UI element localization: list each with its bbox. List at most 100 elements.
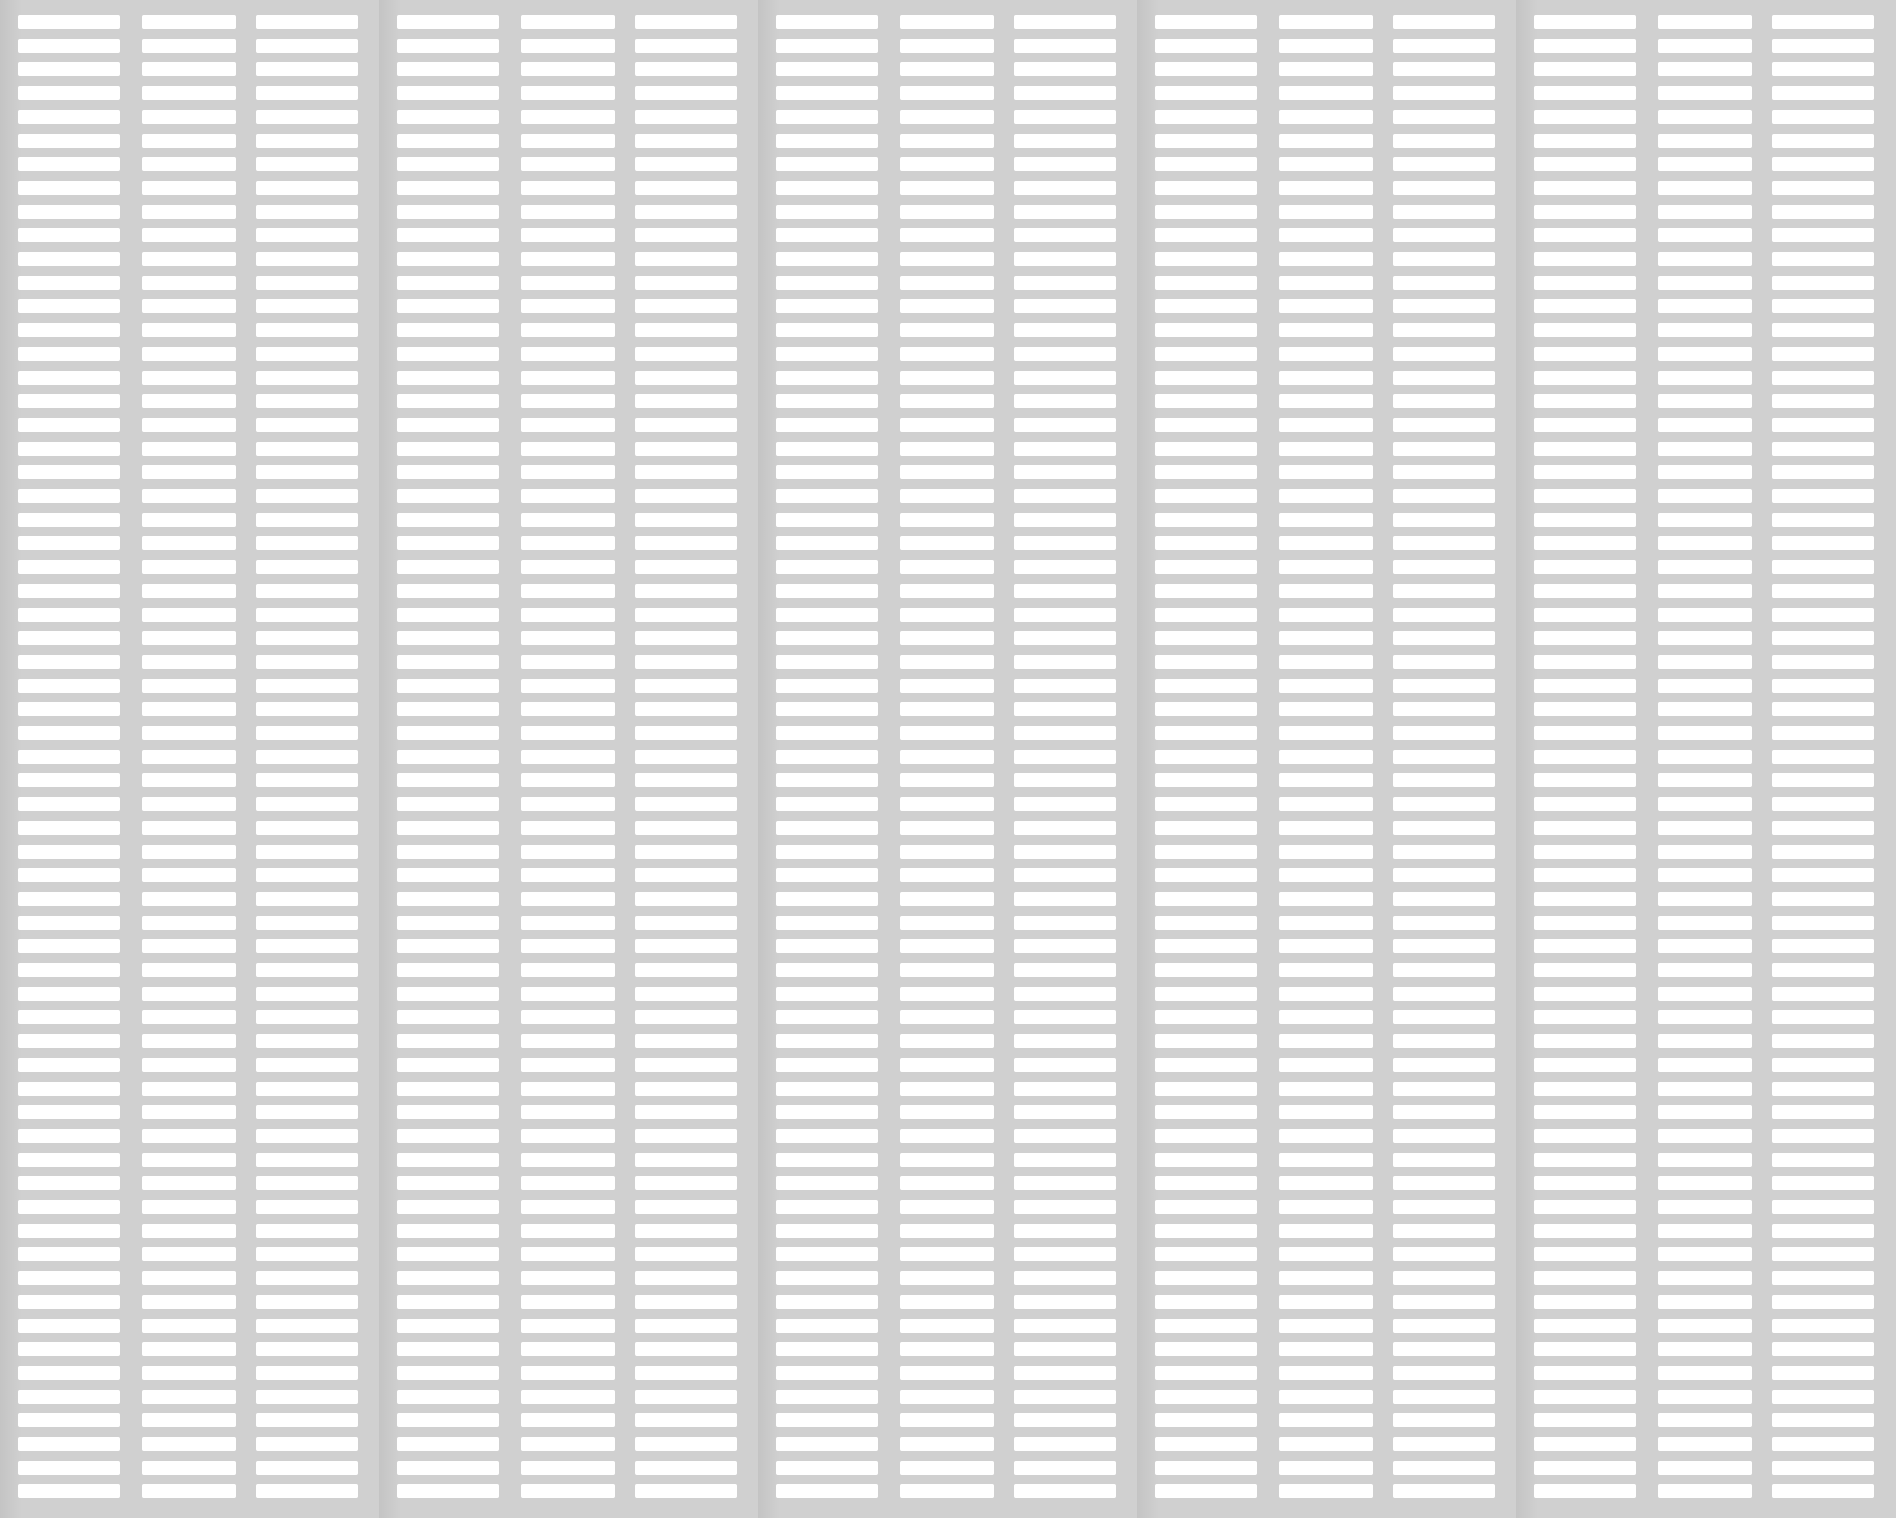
- grille-slot: [1534, 252, 1636, 266]
- grille-slot: [1014, 797, 1116, 811]
- grille-slot: [1279, 702, 1373, 716]
- grille-slot: [1772, 1461, 1874, 1475]
- grille-slot: [1772, 916, 1874, 930]
- grille-slot: [142, 276, 236, 290]
- grille-slot: [397, 15, 499, 29]
- grille-slot: [521, 465, 615, 479]
- grille-slot: [1534, 1484, 1636, 1498]
- grille-slot: [776, 62, 878, 76]
- grille-slot: [1279, 845, 1373, 859]
- grille-slot: [397, 205, 499, 219]
- grille-slot: [1279, 489, 1373, 503]
- grille-slot: [1534, 1082, 1636, 1096]
- grille-slot: [900, 1271, 994, 1285]
- grille-slot: [635, 939, 737, 953]
- grille-slot: [1393, 465, 1495, 479]
- grille-slot: [1393, 1058, 1495, 1072]
- grille-slot: [521, 181, 615, 195]
- grille-slot: [1279, 679, 1373, 693]
- grille-slot: [1279, 252, 1373, 266]
- grille-slot: [776, 489, 878, 503]
- grille-slot: [1772, 631, 1874, 645]
- grille-slot: [397, 939, 499, 953]
- grille-slot: [1155, 702, 1257, 716]
- grille-slot: [1534, 299, 1636, 313]
- grille-slot: [635, 1058, 737, 1072]
- grille-slot: [1534, 1058, 1636, 1072]
- grille-slot: [1772, 299, 1874, 313]
- grille-slot: [900, 655, 994, 669]
- grille-slot: [635, 157, 737, 171]
- grille-slot: [1658, 394, 1752, 408]
- grille-slot: [900, 963, 994, 977]
- grille-slot: [142, 252, 236, 266]
- grille-slot: [1279, 892, 1373, 906]
- grille-slot: [1772, 110, 1874, 124]
- grille-slot: [1393, 1247, 1495, 1261]
- grille-slot: [776, 1390, 878, 1404]
- grille-slot: [1658, 892, 1752, 906]
- grille-slot: [256, 1247, 358, 1261]
- grille-slot: [1534, 1271, 1636, 1285]
- grille-slot: [256, 228, 358, 242]
- grille-slot: [18, 110, 120, 124]
- grille-slot: [1658, 1082, 1752, 1096]
- grille-slot: [397, 252, 499, 266]
- grille-slot: [256, 1484, 358, 1498]
- grille-slot: [1393, 15, 1495, 29]
- grille-slot: [776, 655, 878, 669]
- grille-slot: [397, 845, 499, 859]
- grille-slot: [397, 1058, 499, 1072]
- grille-slot: [1772, 1129, 1874, 1143]
- grille-slot: [1658, 845, 1752, 859]
- grille-slot: [1534, 892, 1636, 906]
- grille-slot: [1393, 1082, 1495, 1096]
- grille-slot: [521, 323, 615, 337]
- grille-slot: [1393, 631, 1495, 645]
- grille-slot: [256, 323, 358, 337]
- grille-slot: [635, 15, 737, 29]
- grille-slot: [635, 1461, 737, 1475]
- grille-slot: [1014, 62, 1116, 76]
- grille-slot: [397, 181, 499, 195]
- grille-slot: [776, 750, 878, 764]
- grille-slot: [1772, 608, 1874, 622]
- grille-slot: [900, 252, 994, 266]
- grille-slot: [1772, 62, 1874, 76]
- grille-slot: [1279, 1176, 1373, 1190]
- grille-slot: [1658, 655, 1752, 669]
- grille-slot: [521, 1271, 615, 1285]
- grille-slot: [1772, 1010, 1874, 1024]
- grille-slot: [900, 939, 994, 953]
- grille-slot: [142, 868, 236, 882]
- grille-slot: [1772, 1247, 1874, 1261]
- grille-slot: [900, 726, 994, 740]
- grille-slot: [900, 371, 994, 385]
- grille-slot: [397, 299, 499, 313]
- grille-slot: [1534, 750, 1636, 764]
- grille-slot: [256, 916, 358, 930]
- panel-divider-shadow: [1516, 0, 1538, 1518]
- grille-slot: [1155, 939, 1257, 953]
- grille-slot: [1534, 1010, 1636, 1024]
- grille-slot: [1772, 987, 1874, 1001]
- grille-slot: [142, 465, 236, 479]
- grille-slot: [900, 39, 994, 53]
- grille-slot: [900, 1200, 994, 1214]
- grille-slot: [18, 916, 120, 930]
- grille-slot: [1279, 1342, 1373, 1356]
- grille-slot: [397, 465, 499, 479]
- grille-slot: [1534, 110, 1636, 124]
- grille-slot: [1393, 347, 1495, 361]
- grille-slot: [1014, 252, 1116, 266]
- grille-slot: [1014, 1176, 1116, 1190]
- grille-slot: [635, 1224, 737, 1238]
- grille-slot: [1014, 1247, 1116, 1261]
- grille-slot: [142, 62, 236, 76]
- grille-slot: [1014, 157, 1116, 171]
- grille-slot: [256, 371, 358, 385]
- grille-slot: [1534, 608, 1636, 622]
- grille-slot: [1014, 702, 1116, 716]
- grille-slot: [1534, 1129, 1636, 1143]
- grille-slot: [1014, 323, 1116, 337]
